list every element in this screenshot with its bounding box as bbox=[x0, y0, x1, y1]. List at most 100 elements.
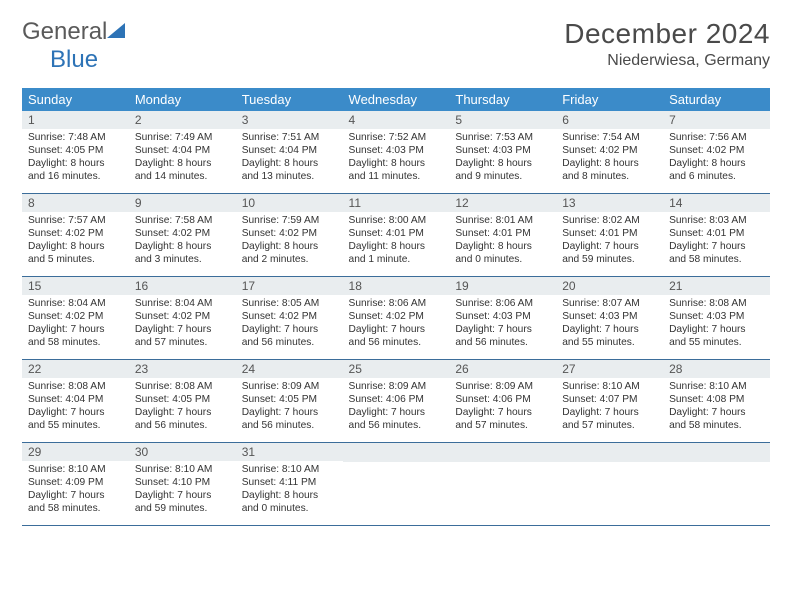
day-number: 29 bbox=[22, 443, 129, 461]
sunrise-line: Sunrise: 8:01 AM bbox=[455, 214, 550, 227]
calendar-day-cell: 13Sunrise: 8:02 AMSunset: 4:01 PMDayligh… bbox=[556, 194, 663, 277]
sunset-line: Sunset: 4:03 PM bbox=[562, 310, 657, 323]
calendar-day-cell: 9Sunrise: 7:58 AMSunset: 4:02 PMDaylight… bbox=[129, 194, 236, 277]
daylight-line: Daylight: 7 hours and 56 minutes. bbox=[349, 323, 444, 349]
day-details: Sunrise: 7:59 AMSunset: 4:02 PMDaylight:… bbox=[236, 212, 343, 270]
calendar-day-cell: 20Sunrise: 8:07 AMSunset: 4:03 PMDayligh… bbox=[556, 277, 663, 360]
title-block: December 2024 Niederwiesa, Germany bbox=[564, 18, 770, 70]
day-details: Sunrise: 7:57 AMSunset: 4:02 PMDaylight:… bbox=[22, 212, 129, 270]
day-details: Sunrise: 8:07 AMSunset: 4:03 PMDaylight:… bbox=[556, 295, 663, 353]
brand-triangle-icon bbox=[107, 26, 125, 43]
sunrise-line: Sunrise: 8:10 AM bbox=[669, 380, 764, 393]
daylight-line: Daylight: 7 hours and 56 minutes. bbox=[242, 406, 337, 432]
calendar-day-cell: 21Sunrise: 8:08 AMSunset: 4:03 PMDayligh… bbox=[663, 277, 770, 360]
sunset-line: Sunset: 4:03 PM bbox=[455, 144, 550, 157]
sunset-line: Sunset: 4:04 PM bbox=[242, 144, 337, 157]
daylight-line: Daylight: 8 hours and 11 minutes. bbox=[349, 157, 444, 183]
day-details: Sunrise: 8:09 AMSunset: 4:06 PMDaylight:… bbox=[449, 378, 556, 436]
day-details: Sunrise: 7:58 AMSunset: 4:02 PMDaylight:… bbox=[129, 212, 236, 270]
calendar-day-cell: 8Sunrise: 7:57 AMSunset: 4:02 PMDaylight… bbox=[22, 194, 129, 277]
day-number: 31 bbox=[236, 443, 343, 461]
sunrise-line: Sunrise: 8:08 AM bbox=[669, 297, 764, 310]
sunset-line: Sunset: 4:01 PM bbox=[349, 227, 444, 240]
sunset-line: Sunset: 4:07 PM bbox=[562, 393, 657, 406]
calendar-day-cell: 19Sunrise: 8:06 AMSunset: 4:03 PMDayligh… bbox=[449, 277, 556, 360]
day-details: Sunrise: 8:02 AMSunset: 4:01 PMDaylight:… bbox=[556, 212, 663, 270]
page-title: December 2024 bbox=[564, 18, 770, 50]
day-number: 22 bbox=[22, 360, 129, 378]
sunrise-line: Sunrise: 8:10 AM bbox=[242, 463, 337, 476]
sunrise-line: Sunrise: 7:51 AM bbox=[242, 131, 337, 144]
day-details: Sunrise: 8:09 AMSunset: 4:05 PMDaylight:… bbox=[236, 378, 343, 436]
day-number-empty bbox=[449, 443, 556, 462]
calendar-day-cell: 15Sunrise: 8:04 AMSunset: 4:02 PMDayligh… bbox=[22, 277, 129, 360]
weekday-header: Tuesday bbox=[236, 88, 343, 111]
daylight-line: Daylight: 7 hours and 55 minutes. bbox=[28, 406, 123, 432]
sunset-line: Sunset: 4:01 PM bbox=[562, 227, 657, 240]
day-details: Sunrise: 8:10 AMSunset: 4:07 PMDaylight:… bbox=[556, 378, 663, 436]
sunset-line: Sunset: 4:02 PM bbox=[562, 144, 657, 157]
day-details: Sunrise: 7:54 AMSunset: 4:02 PMDaylight:… bbox=[556, 129, 663, 187]
day-number: 23 bbox=[129, 360, 236, 378]
day-details: Sunrise: 8:03 AMSunset: 4:01 PMDaylight:… bbox=[663, 212, 770, 270]
sunrise-line: Sunrise: 7:52 AM bbox=[349, 131, 444, 144]
day-number: 12 bbox=[449, 194, 556, 212]
calendar-day-cell: 1Sunrise: 7:48 AMSunset: 4:05 PMDaylight… bbox=[22, 111, 129, 194]
day-details: Sunrise: 8:06 AMSunset: 4:02 PMDaylight:… bbox=[343, 295, 450, 353]
day-number: 19 bbox=[449, 277, 556, 295]
calendar-week-row: 15Sunrise: 8:04 AMSunset: 4:02 PMDayligh… bbox=[22, 277, 770, 360]
day-details: Sunrise: 8:06 AMSunset: 4:03 PMDaylight:… bbox=[449, 295, 556, 353]
sunrise-line: Sunrise: 8:10 AM bbox=[28, 463, 123, 476]
daylight-line: Daylight: 7 hours and 57 minutes. bbox=[135, 323, 230, 349]
day-number: 6 bbox=[556, 111, 663, 129]
day-number: 21 bbox=[663, 277, 770, 295]
day-number: 27 bbox=[556, 360, 663, 378]
daylight-line: Daylight: 8 hours and 6 minutes. bbox=[669, 157, 764, 183]
daylight-line: Daylight: 8 hours and 13 minutes. bbox=[242, 157, 337, 183]
day-number: 24 bbox=[236, 360, 343, 378]
calendar-page: GeneralBlue December 2024 Niederwiesa, G… bbox=[0, 0, 792, 612]
daylight-line: Daylight: 7 hours and 58 minutes. bbox=[669, 406, 764, 432]
day-details: Sunrise: 8:04 AMSunset: 4:02 PMDaylight:… bbox=[129, 295, 236, 353]
daylight-line: Daylight: 7 hours and 57 minutes. bbox=[455, 406, 550, 432]
day-details: Sunrise: 8:10 AMSunset: 4:08 PMDaylight:… bbox=[663, 378, 770, 436]
daylight-line: Daylight: 7 hours and 59 minutes. bbox=[135, 489, 230, 515]
daylight-line: Daylight: 8 hours and 0 minutes. bbox=[242, 489, 337, 515]
daylight-line: Daylight: 8 hours and 5 minutes. bbox=[28, 240, 123, 266]
day-details: Sunrise: 8:08 AMSunset: 4:03 PMDaylight:… bbox=[663, 295, 770, 353]
sunrise-line: Sunrise: 7:49 AM bbox=[135, 131, 230, 144]
calendar-day-cell: 25Sunrise: 8:09 AMSunset: 4:06 PMDayligh… bbox=[343, 360, 450, 443]
daylight-line: Daylight: 7 hours and 56 minutes. bbox=[135, 406, 230, 432]
daylight-line: Daylight: 7 hours and 59 minutes. bbox=[562, 240, 657, 266]
sunrise-line: Sunrise: 8:04 AM bbox=[135, 297, 230, 310]
daylight-line: Daylight: 8 hours and 14 minutes. bbox=[135, 157, 230, 183]
daylight-line: Daylight: 8 hours and 2 minutes. bbox=[242, 240, 337, 266]
day-details: Sunrise: 7:49 AMSunset: 4:04 PMDaylight:… bbox=[129, 129, 236, 187]
day-number-empty bbox=[663, 443, 770, 462]
sunset-line: Sunset: 4:06 PM bbox=[349, 393, 444, 406]
sunrise-line: Sunrise: 8:00 AM bbox=[349, 214, 444, 227]
day-number: 9 bbox=[129, 194, 236, 212]
calendar-table: Sunday Monday Tuesday Wednesday Thursday… bbox=[22, 88, 770, 526]
daylight-line: Daylight: 7 hours and 58 minutes. bbox=[669, 240, 764, 266]
calendar-body: 1Sunrise: 7:48 AMSunset: 4:05 PMDaylight… bbox=[22, 111, 770, 526]
calendar-day-cell: 18Sunrise: 8:06 AMSunset: 4:02 PMDayligh… bbox=[343, 277, 450, 360]
daylight-line: Daylight: 7 hours and 56 minutes. bbox=[242, 323, 337, 349]
day-details: Sunrise: 8:10 AMSunset: 4:10 PMDaylight:… bbox=[129, 461, 236, 519]
calendar-day-cell bbox=[449, 443, 556, 526]
sunset-line: Sunset: 4:04 PM bbox=[28, 393, 123, 406]
calendar-week-row: 1Sunrise: 7:48 AMSunset: 4:05 PMDaylight… bbox=[22, 111, 770, 194]
sunset-line: Sunset: 4:02 PM bbox=[242, 310, 337, 323]
daylight-line: Daylight: 8 hours and 1 minute. bbox=[349, 240, 444, 266]
calendar-day-cell: 17Sunrise: 8:05 AMSunset: 4:02 PMDayligh… bbox=[236, 277, 343, 360]
sunset-line: Sunset: 4:03 PM bbox=[455, 310, 550, 323]
day-details: Sunrise: 8:08 AMSunset: 4:04 PMDaylight:… bbox=[22, 378, 129, 436]
day-details: Sunrise: 8:04 AMSunset: 4:02 PMDaylight:… bbox=[22, 295, 129, 353]
day-details: Sunrise: 8:09 AMSunset: 4:06 PMDaylight:… bbox=[343, 378, 450, 436]
sunset-line: Sunset: 4:11 PM bbox=[242, 476, 337, 489]
sunrise-line: Sunrise: 8:08 AM bbox=[28, 380, 123, 393]
day-number: 25 bbox=[343, 360, 450, 378]
day-number: 4 bbox=[343, 111, 450, 129]
day-number: 11 bbox=[343, 194, 450, 212]
calendar-day-cell: 28Sunrise: 8:10 AMSunset: 4:08 PMDayligh… bbox=[663, 360, 770, 443]
